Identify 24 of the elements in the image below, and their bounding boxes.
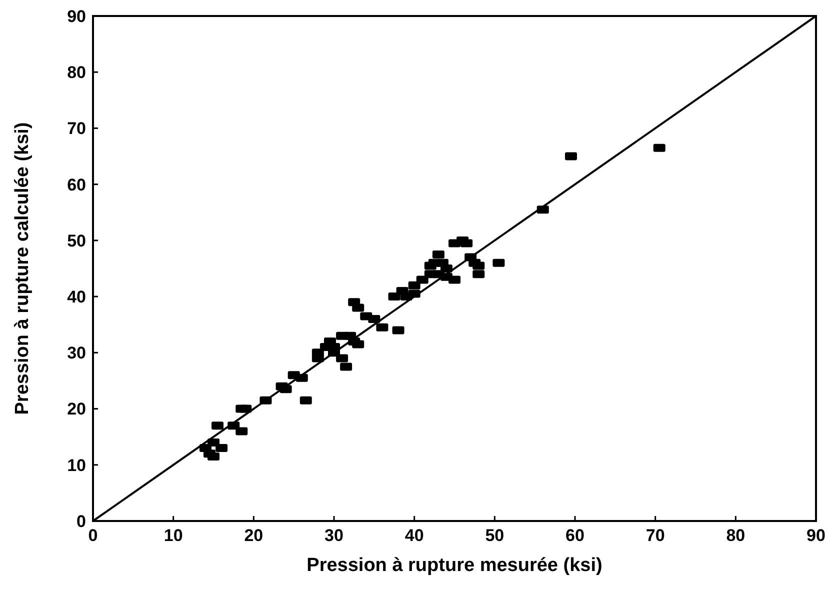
x-tick-label: 60 <box>566 526 584 545</box>
x-tick-label: 90 <box>806 526 826 545</box>
y-axis-title: Pression à rupture calculée (ksi) <box>12 122 33 415</box>
y-tick-label: 50 <box>67 231 86 250</box>
x-tick-label: 70 <box>646 526 665 545</box>
x-tick-label: 80 <box>726 526 746 545</box>
point <box>448 276 460 284</box>
x-tick-label: 30 <box>324 526 344 545</box>
x-tick-label: 10 <box>164 526 183 545</box>
y-tick-label: 30 <box>67 344 86 363</box>
y-tick-label: 40 <box>67 288 86 307</box>
y-tick-label: 20 <box>67 400 86 419</box>
y-tick-label: 60 <box>67 175 86 194</box>
x-tick-label: 50 <box>485 526 504 545</box>
x-tick-label: 0 <box>88 526 98 545</box>
y-tick-label: 70 <box>67 119 86 138</box>
x-tick-label: 40 <box>404 526 424 545</box>
y-tick-label: 10 <box>67 456 86 475</box>
x-tick-label: 20 <box>244 526 264 545</box>
y-tick-label: 80 <box>67 63 86 82</box>
point <box>208 452 220 460</box>
y-tick-label: 90 <box>67 6 86 26</box>
y-tick-label: 0 <box>76 512 86 531</box>
x-axis-title: Pression à rupture mesurée (ksi) <box>306 555 602 576</box>
